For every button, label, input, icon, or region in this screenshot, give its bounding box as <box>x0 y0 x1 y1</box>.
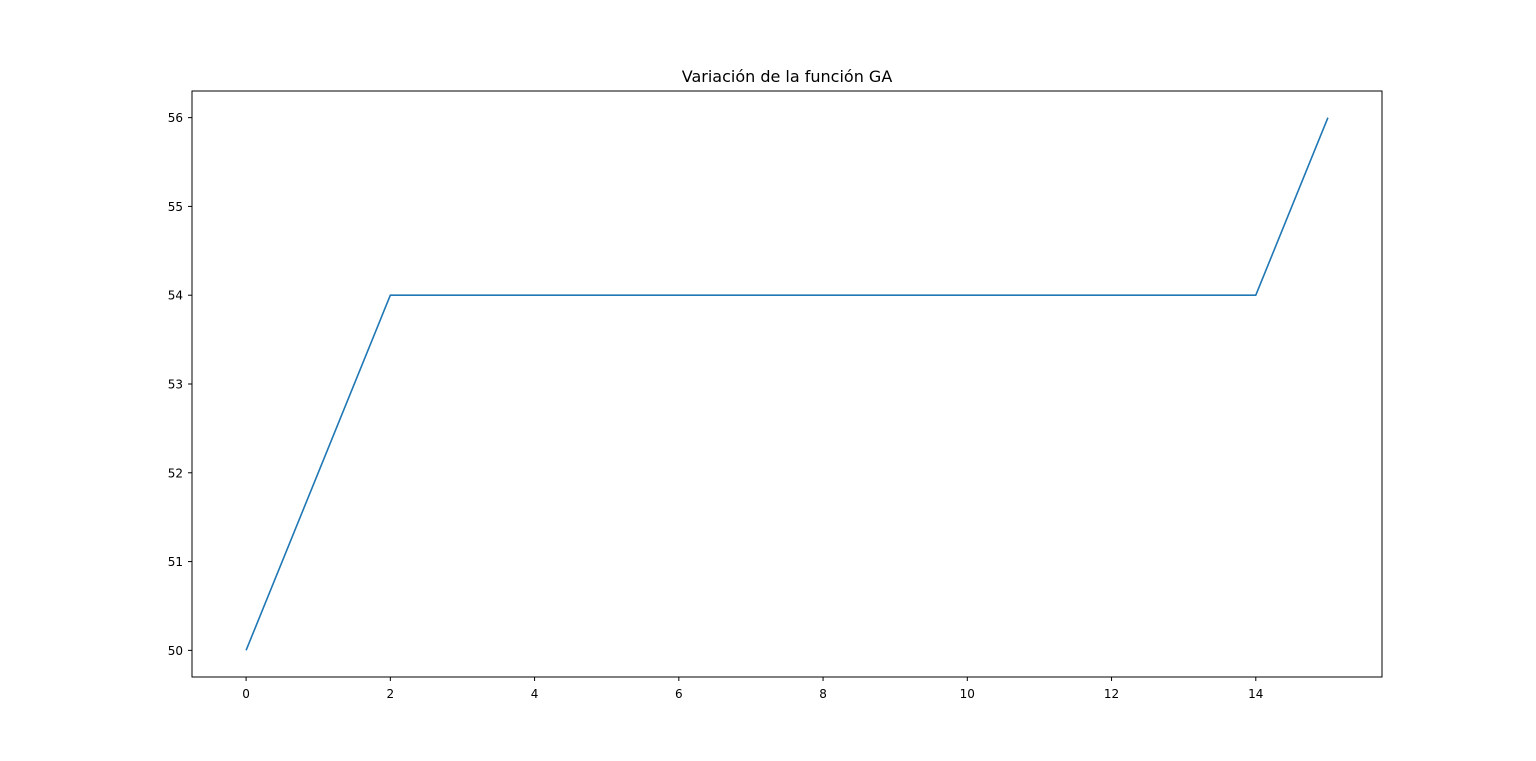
chart-title: Variación de la función GA <box>682 67 893 86</box>
x-tick-label: 14 <box>1248 687 1263 701</box>
x-tick-label: 6 <box>675 687 683 701</box>
y-tick-label: 50 <box>168 644 183 658</box>
y-axis: 50 51 52 53 54 55 56 <box>168 111 192 658</box>
x-tick-label: 4 <box>531 687 539 701</box>
x-tick-label: 10 <box>960 687 975 701</box>
x-axis: 0 2 4 6 8 10 12 14 <box>242 677 1263 701</box>
y-tick-label: 56 <box>168 111 183 125</box>
plot-area <box>245 117 1329 651</box>
x-tick-label: 2 <box>387 687 395 701</box>
y-tick-label: 55 <box>168 200 183 214</box>
y-tick-label: 54 <box>168 289 183 303</box>
x-tick-label: 8 <box>819 687 827 701</box>
y-tick-label: 53 <box>168 378 183 392</box>
axes-frame <box>191 90 1383 678</box>
y-tick-label: 51 <box>168 555 183 569</box>
series-line-0 <box>245 117 1329 651</box>
x-tick-label: 0 <box>242 687 250 701</box>
x-tick-label: 12 <box>1104 687 1119 701</box>
y-tick-label: 52 <box>168 466 183 480</box>
